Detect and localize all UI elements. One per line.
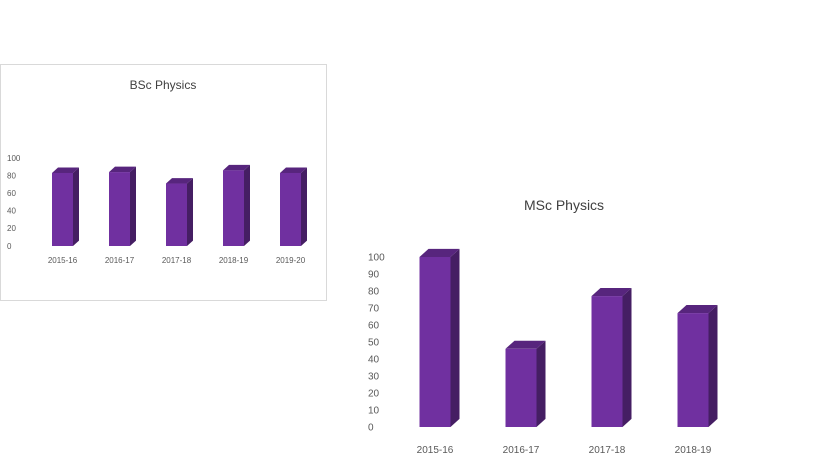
- msc-x-tick-label: 2017-18: [589, 445, 626, 456]
- msc-bar-2017-18: [591, 288, 632, 427]
- bsc-bar-top: [109, 166, 136, 173]
- bsc-bar-side: [130, 166, 136, 246]
- msc-bar-top: [419, 248, 460, 257]
- bsc-bar-front: [109, 172, 130, 246]
- msc-bar-front: [505, 348, 537, 427]
- bsc-bar-front: [166, 183, 187, 246]
- msc-bar-front: [419, 257, 451, 427]
- bsc-bar-top: [52, 167, 79, 173]
- msc-y-tick-label: 100: [368, 253, 385, 264]
- bsc-x-tick-label: 2017-18: [162, 256, 192, 265]
- bsc-bar-side: [244, 164, 250, 246]
- msc-y-tick-label: 70: [368, 304, 380, 315]
- bsc-y-tick-label: 0: [7, 242, 12, 251]
- msc-physics-chart: MSc Physics 0 10 20 30 40 50 60 70 80 90 100 2015-1…: [360, 184, 740, 460]
- msc-y-tick-label: 90: [368, 270, 380, 281]
- msc-y-tick-label: 40: [368, 355, 380, 366]
- msc-bar-front: [677, 313, 709, 427]
- msc-bar-2015-16: [419, 248, 460, 427]
- msc-y-tick-label: 50: [368, 338, 380, 349]
- bsc-y-tick-label: 20: [7, 224, 16, 233]
- bsc-bar-2018-19: [223, 164, 250, 246]
- bsc-y-tick-label: 40: [7, 207, 16, 216]
- bsc-x-tick-label: 2015-16: [48, 256, 78, 265]
- bsc-bar-2017-18: [166, 178, 193, 246]
- msc-bar-top: [677, 305, 718, 314]
- msc-x-tick-label: 2016-17: [503, 445, 540, 456]
- msc-y-tick-label: 20: [368, 389, 380, 400]
- msc-chart-title: MSc Physics: [524, 197, 604, 213]
- bsc-x-tick-label: 2019-20: [276, 256, 306, 265]
- bsc-bar-2019-20: [280, 167, 307, 246]
- bsc-y-tick-label: 100: [7, 154, 21, 163]
- msc-x-tick-label: 2018-19: [675, 445, 712, 456]
- msc-bar-front: [591, 296, 623, 427]
- msc-y-tick-label: 30: [368, 372, 380, 383]
- bsc-physics-chart-svg: BSc Physics 0 20 40 60 80 100 2015-16 2016-17 20…: [7, 78, 307, 265]
- bsc-bar-front: [223, 170, 244, 246]
- msc-y-tick-label: 60: [368, 321, 380, 332]
- msc-bar-side: [622, 288, 632, 427]
- msc-bar-top: [591, 288, 632, 297]
- msc-x-tick-label: 2015-16: [417, 445, 454, 456]
- msc-bar-side: [450, 248, 460, 427]
- msc-bar-side: [536, 340, 546, 427]
- msc-y-tick-label: 10: [368, 406, 380, 417]
- bsc-x-tick-label: 2016-17: [105, 256, 135, 265]
- msc-bar-2018-19: [677, 305, 718, 427]
- bsc-chart-title: BSc Physics: [130, 78, 197, 92]
- bsc-bar-2016-17: [109, 166, 136, 246]
- bsc-y-tick-label: 60: [7, 189, 16, 198]
- bsc-bar-side: [73, 167, 79, 246]
- bsc-bar-side: [301, 167, 307, 246]
- bsc-bar-front: [280, 172, 301, 246]
- bsc-bar-top: [166, 178, 193, 184]
- msc-physics-chart-svg: MSc Physics 0 10 20 30 40 50 60 70 80 90 100 2015-1…: [368, 197, 718, 456]
- bsc-physics-chart: BSc Physics 0 20 40 60 80 100 2015-16 2016-17 20…: [0, 64, 327, 301]
- bsc-bar-2015-16: [52, 167, 79, 246]
- bsc-bar-top: [223, 164, 250, 171]
- bsc-x-tick-label: 2018-19: [219, 256, 249, 265]
- msc-bar-side: [708, 305, 718, 427]
- msc-y-tick-label: 80: [368, 287, 380, 298]
- bsc-bar-top: [280, 167, 307, 173]
- bsc-bar-side: [187, 178, 193, 246]
- msc-bar-top: [505, 340, 546, 349]
- msc-bar-2016-17: [505, 340, 546, 427]
- msc-y-tick-label: 0: [368, 423, 374, 434]
- bsc-y-tick-label: 80: [7, 171, 16, 180]
- bsc-bar-front: [52, 172, 73, 246]
